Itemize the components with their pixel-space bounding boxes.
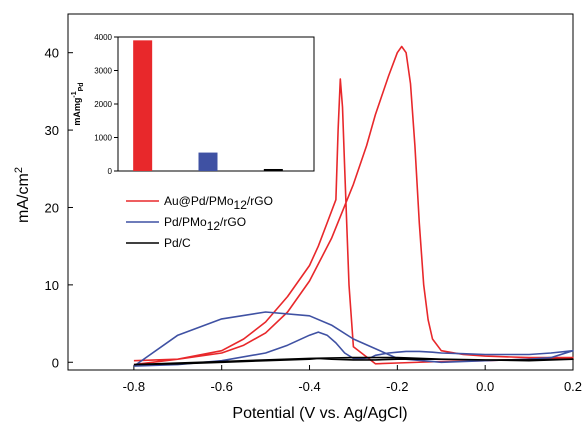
inset-y-tick-label: 2000 xyxy=(94,100,112,109)
x-tick-label: -0.8 xyxy=(123,379,145,394)
legend-label-main: Pd/PMo xyxy=(164,215,207,229)
legend-label-main: Pd/C xyxy=(164,236,191,250)
y-tick-label: 10 xyxy=(45,278,59,293)
main-series xyxy=(133,45,574,367)
inset-y-axis-title: mAmg-1Pd xyxy=(71,82,85,125)
legend-label: Pd/PMo12/rGO xyxy=(164,215,246,233)
y-tick-label: 40 xyxy=(45,46,59,61)
main-plot-frame xyxy=(67,13,574,371)
inset-y-tick-label: 4000 xyxy=(94,33,112,42)
inset-y-axis-title-sub: Pd xyxy=(78,82,85,91)
series-line-0 xyxy=(133,45,574,366)
x-tick-label: 0.2 xyxy=(564,379,582,394)
inset-y-axis-title-main: mAmg xyxy=(72,98,82,126)
inset-y-tick-label: 3000 xyxy=(94,67,112,76)
x-tick-label: 0.0 xyxy=(476,379,494,394)
inset-axes: 0 1000 2000 3000 4000 xyxy=(94,33,118,176)
x-tick-label: -0.2 xyxy=(386,379,408,394)
series-line-2 xyxy=(133,356,574,366)
inset-bar xyxy=(198,152,218,171)
legend-label-main: Au@Pd/PMo xyxy=(164,194,234,208)
inset-y-tick-label: 1000 xyxy=(94,134,112,143)
series-line-1 xyxy=(133,311,574,367)
y-tick-label: 20 xyxy=(45,200,59,215)
y-tick-label: 30 xyxy=(45,123,59,138)
legend-label: Pd/C xyxy=(164,236,191,250)
x-tick-label: -0.4 xyxy=(298,379,320,394)
legend-label-tail: /rGO xyxy=(247,194,273,208)
main-axes: -0.8 -0.6 -0.4 -0.2 0.0 0.2 0 10 20 30 40 xyxy=(45,46,583,394)
y-axis-title-main: mA/cm xyxy=(15,173,32,223)
inset-bars xyxy=(133,40,283,171)
y-tick-label: 0 xyxy=(52,355,59,370)
legend-label-tail: /rGO xyxy=(220,215,246,229)
legend-label-sub: 12 xyxy=(234,198,248,212)
legend-label: Au@Pd/PMo12/rGO xyxy=(164,194,273,212)
x-tick-label: -0.6 xyxy=(210,379,232,394)
y-axis-title-sup: 2 xyxy=(13,167,25,173)
x-axis-title: Potential (V vs. Ag/AgCl) xyxy=(232,405,407,422)
inset-bar xyxy=(133,40,153,171)
inset-y-tick-label: 0 xyxy=(108,167,113,176)
inset-bar xyxy=(263,168,283,171)
legend-label-sub: 12 xyxy=(207,219,221,233)
y-axis-title: mA/cm2 xyxy=(13,167,32,223)
inset-y-axis-title-sup: -1 xyxy=(71,91,78,97)
